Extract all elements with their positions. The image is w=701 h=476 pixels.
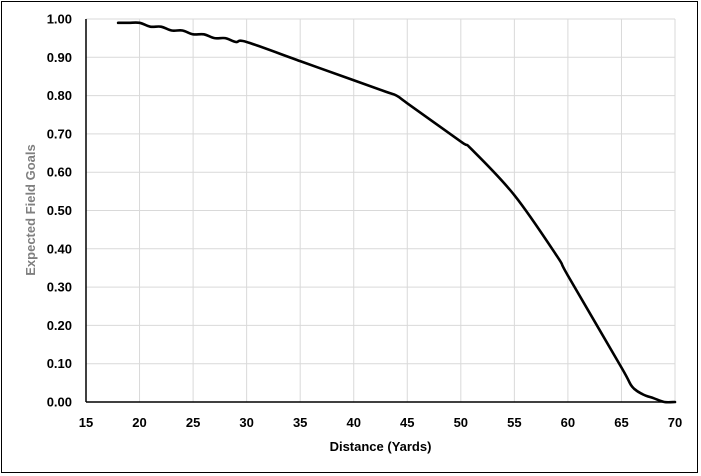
data-point [246,41,248,43]
series-layer [116,21,677,404]
x-tick-label: 65 [614,415,628,430]
data-point [117,22,119,24]
x-tick-label: 55 [507,415,521,430]
y-tick-label: 0.80 [47,88,72,103]
data-point [653,397,655,399]
y-tick-label: 0.40 [47,241,72,256]
y-tick-label: 0.60 [47,165,72,180]
data-point [567,275,569,277]
axes [85,19,675,403]
x-tick-label: 35 [293,415,307,430]
data-point [674,401,676,403]
y-tick-label: 0.00 [47,395,72,410]
y-tick-label: 1.00 [47,12,72,27]
data-point [149,26,151,28]
data-point [299,60,301,62]
x-axis-title: Distance (Yards) [330,439,432,454]
data-point [214,37,216,39]
data-point [128,22,130,24]
x-tick-label: 40 [346,415,360,430]
series-line [116,21,677,404]
x-tick-label: 50 [454,415,468,430]
x-tick-label: 20 [132,415,146,430]
x-tick-labels: 15 20 25 30 35 40 45 50 55 60 65 70 [79,415,682,430]
data-point [642,393,644,395]
data-point [385,91,387,93]
data-point [406,102,408,104]
y-tick-labels: 0.00 0.10 0.20 0.30 0.40 0.50 0.60 0.70 0.80 0.90… [47,12,72,410]
x-tick-label: 60 [561,415,575,430]
data-point [556,255,558,257]
data-point [235,41,237,43]
data-point [181,29,183,31]
y-tick-label: 0.10 [47,356,72,371]
y-tick-label: 0.90 [47,50,72,65]
data-point [471,148,473,150]
x-tick-label: 45 [400,415,414,430]
data-point [460,141,462,143]
data-point [631,386,633,388]
data-point [513,194,515,196]
data-point [663,401,665,403]
data-point [353,79,355,81]
y-tick-label: 0.70 [47,126,72,141]
data-point [224,37,226,39]
data-point [192,33,194,35]
x-tick-label: 30 [239,415,253,430]
y-axis-title: Expected Field Goals [23,144,38,276]
y-tick-label: 0.50 [47,203,72,218]
data-point [396,95,398,97]
data-point [139,22,141,24]
x-tick-label: 70 [668,415,682,430]
x-tick-label: 25 [186,415,200,430]
data-point [171,29,173,31]
data-point [203,33,205,35]
data-point [620,367,622,369]
gridlines [85,18,676,403]
x-tick-label: 15 [79,415,93,430]
y-tick-label: 0.20 [47,318,72,333]
data-point [160,26,162,28]
y-tick-label: 0.30 [47,280,72,295]
